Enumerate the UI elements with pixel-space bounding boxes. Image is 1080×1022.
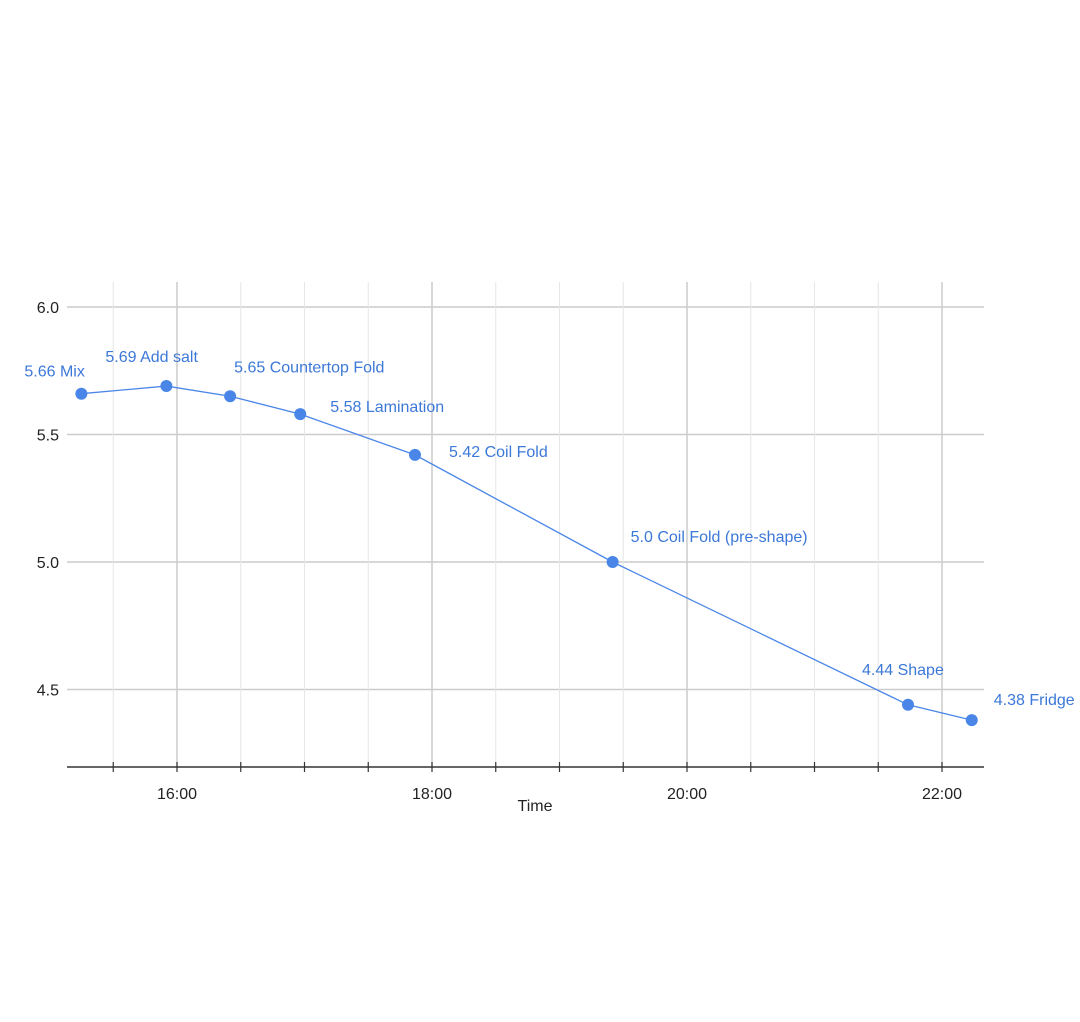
data-label: 5.66 Mix [24,364,84,381]
x-tick-label: 16:00 [157,786,197,803]
x-tick-label: 18:00 [412,786,452,803]
x-axis: 16:00 18:00 20:00 22:00 [67,762,984,803]
data-point [294,408,307,421]
data-point [224,390,237,403]
data-points [75,380,978,727]
data-point [75,387,88,400]
y-tick-label: 4.5 [37,683,59,700]
series-line-group [81,385,972,721]
grid-lines [67,282,984,767]
data-label: 5.0 Coil Fold (pre-shape) [631,529,808,546]
y-tick-label: 6.0 [37,300,59,317]
y-axis-tick-labels: 4.5 5.0 5.5 6.0 [37,300,59,700]
data-labels: 5.66 Mix 5.69 Add salt 5.65 Countertop Fol… [24,349,1080,709]
data-point [160,380,173,393]
data-point [902,698,914,711]
series-line [81,385,972,721]
x-axis-title: Time [518,798,553,815]
data-point [409,448,421,461]
data-label: 5.65 Countertop Fold [234,359,384,376]
data-point [965,714,978,727]
y-tick-label: 5.0 [37,555,59,572]
y-tick-label: 5.5 [37,428,59,445]
data-label: 5.58 Lamination [330,399,444,416]
data-point [606,556,619,568]
data-label: 4.38 Fridge Proof [994,692,1080,709]
data-label: 4.44 Shape [862,662,944,679]
x-tick-label: 20:00 [667,786,707,803]
data-label: 5.69 Add salt [105,349,198,366]
x-tick-label: 22:00 [922,786,962,803]
data-label: 5.42 Coil Fold [449,444,548,461]
